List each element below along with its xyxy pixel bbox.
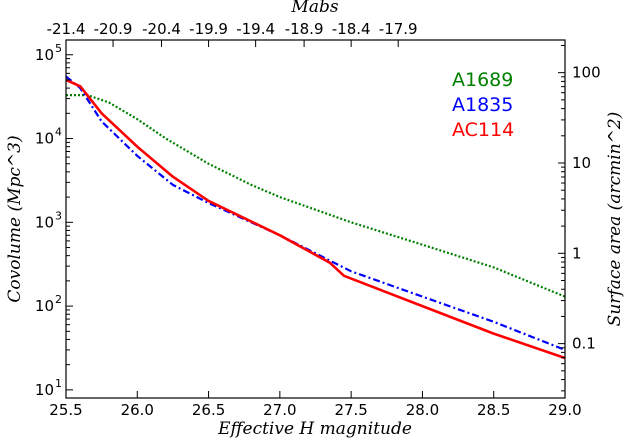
series-line-a1689 [66,93,565,298]
y-tick-label: 10 [35,46,54,64]
y-tick-label: 10 [35,213,54,231]
y-tick-label-exponent: 1 [55,377,62,390]
x2-tick-label: -17.9 [379,20,418,38]
x-tick-label: 26.0 [121,401,154,419]
plot-frame [65,39,566,399]
legend-a1835: A1835 [452,94,513,116]
x-tick-label: 28.0 [406,401,439,419]
y-tick-label-exponent: 4 [55,126,62,139]
y2-tick-label: 1 [572,244,582,262]
x-axis-title: Effective H magnitude [217,419,412,439]
y-tick-label-exponent: 5 [55,42,62,55]
y-tick-label: 10 [35,130,54,148]
x2-tick-label: -20.4 [142,20,181,38]
x2-tick-label: -18.9 [285,20,324,38]
x2-tick-label: -19.4 [236,20,275,38]
series-line-ac114 [66,78,565,360]
x2-tick-label: -19.9 [189,20,228,38]
legend-a1689: A1689 [452,69,513,91]
ticks-layer: 25.5 26.0 26.5 27.0 27.5 28.0 28.5 29.0 -21.4 -20… [35,20,601,419]
x-tick-label: 28.5 [477,401,510,419]
x-tick-label: 25.5 [49,401,82,419]
y2-axis-title: Surface area (arcmin^2) [605,112,625,327]
legend-ac114: AC114 [452,119,514,141]
y2-tick-label: 0.1 [572,335,596,353]
series-layer [66,75,565,360]
x-tick-label: 26.5 [192,401,225,419]
x2-tick-label: -21.4 [47,20,86,38]
series-line-a1835 [66,75,565,351]
x2-tick-label: -20.9 [94,20,133,38]
x-tick-label: 27.0 [263,401,296,419]
y2-tick-label: 100 [572,64,601,82]
y-tick-label: 10 [35,381,54,399]
y-tick-label: 10 [35,297,54,315]
x2-axis-title: Mabs [290,0,338,17]
x-tick-label: 27.5 [334,401,367,419]
y-tick-label-exponent: 2 [55,293,62,306]
y-axis-title: Covolume (Mpc^3) [5,135,25,302]
x2-tick-label: -18.4 [332,20,371,38]
x-tick-label: 29.0 [548,401,581,419]
y-tick-label-exponent: 3 [55,209,62,222]
legend: A1689 A1835 AC114 [452,69,514,141]
y2-tick-label: 10 [572,154,591,172]
